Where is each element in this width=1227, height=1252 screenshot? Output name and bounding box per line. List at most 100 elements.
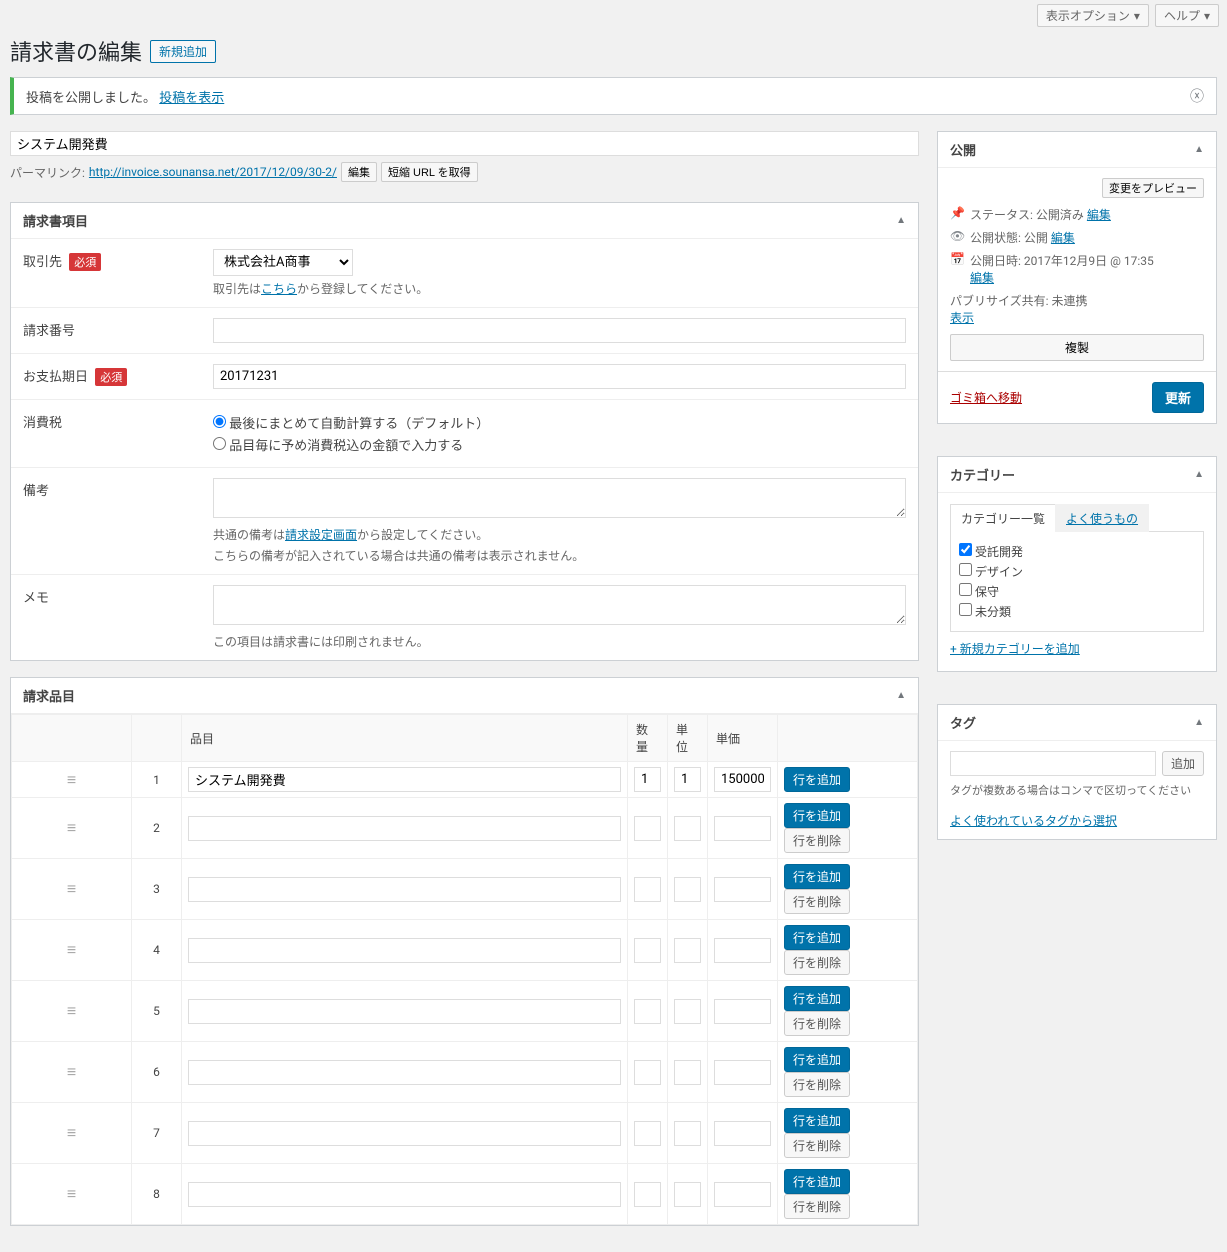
- drag-handle-icon[interactable]: ≡: [67, 1184, 76, 1203]
- item-price-input[interactable]: [714, 877, 771, 902]
- item-name-input[interactable]: [188, 877, 621, 902]
- drag-handle-icon[interactable]: ≡: [67, 1062, 76, 1081]
- categories-box-toggle[interactable]: カテゴリー ▲: [938, 457, 1216, 493]
- publish-box-toggle[interactable]: 公開 ▲: [938, 132, 1216, 168]
- drag-handle-icon[interactable]: ≡: [67, 818, 76, 837]
- permalink-url[interactable]: http://invoice.sounansa.net/2017/12/09/3…: [89, 165, 337, 179]
- category-item[interactable]: 保守: [959, 583, 1195, 600]
- notice-view-link[interactable]: 投稿を表示: [159, 91, 224, 106]
- add-row-button[interactable]: 行を追加: [784, 925, 850, 950]
- visibility-edit-link[interactable]: 編集: [1051, 231, 1075, 245]
- delete-row-button[interactable]: 行を削除: [784, 889, 850, 914]
- category-checkbox[interactable]: [959, 543, 972, 556]
- item-unit-input[interactable]: [674, 999, 701, 1024]
- drag-handle-icon[interactable]: ≡: [67, 1123, 76, 1142]
- add-tag-button[interactable]: 追加: [1162, 751, 1204, 776]
- tax-option-auto[interactable]: [213, 415, 226, 428]
- item-unit-input[interactable]: [674, 767, 701, 792]
- item-price-input[interactable]: [714, 999, 771, 1024]
- choose-popular-tags-link[interactable]: よく使われているタグから選択: [950, 814, 1117, 828]
- delete-row-button[interactable]: 行を削除: [784, 950, 850, 975]
- post-title-input[interactable]: [10, 131, 919, 156]
- tax-option-inclusive[interactable]: [213, 437, 226, 450]
- item-unit-input[interactable]: [674, 1060, 701, 1085]
- move-to-trash-link[interactable]: ゴミ箱へ移動: [950, 389, 1022, 406]
- category-item[interactable]: 受託開発: [959, 543, 1195, 560]
- item-price-input[interactable]: [714, 1121, 771, 1146]
- short-url-button[interactable]: 短縮 URL を取得: [381, 162, 478, 182]
- category-item[interactable]: デザイン: [959, 563, 1195, 580]
- add-row-button[interactable]: 行を追加: [784, 767, 850, 792]
- item-unit-input[interactable]: [674, 1182, 701, 1207]
- invoice-fields-toggle[interactable]: 請求書項目 ▲: [11, 203, 918, 239]
- item-name-input[interactable]: [188, 1182, 621, 1207]
- drag-handle-icon[interactable]: ≡: [67, 940, 76, 959]
- drag-handle-icon[interactable]: ≡: [67, 879, 76, 898]
- item-price-input[interactable]: [714, 938, 771, 963]
- datetime-edit-link[interactable]: 編集: [970, 271, 994, 285]
- item-qty-input[interactable]: [634, 877, 661, 902]
- add-row-button[interactable]: 行を追加: [784, 803, 850, 828]
- preview-button[interactable]: 変更をプレビュー: [1102, 178, 1204, 198]
- publicize-show-link[interactable]: 表示: [950, 311, 974, 325]
- item-name-input[interactable]: [188, 767, 621, 792]
- item-qty-input[interactable]: [634, 999, 661, 1024]
- item-name-input[interactable]: [188, 1121, 621, 1146]
- item-unit-input[interactable]: [674, 816, 701, 841]
- item-qty-input[interactable]: [634, 816, 661, 841]
- delete-row-button[interactable]: 行を削除: [784, 1194, 850, 1219]
- remarks-settings-link[interactable]: 請求設定画面: [285, 528, 357, 542]
- add-row-button[interactable]: 行を追加: [784, 1108, 850, 1133]
- add-row-button[interactable]: 行を追加: [784, 986, 850, 1011]
- status-edit-link[interactable]: 編集: [1087, 208, 1111, 222]
- category-checkbox[interactable]: [959, 583, 972, 596]
- item-qty-input[interactable]: [634, 767, 661, 792]
- update-button[interactable]: 更新: [1152, 382, 1204, 413]
- invoice-number-input[interactable]: [213, 318, 906, 343]
- duplicate-button[interactable]: 複製: [950, 334, 1204, 361]
- tags-box-toggle[interactable]: タグ ▲: [938, 705, 1216, 741]
- item-qty-input[interactable]: [634, 1182, 661, 1207]
- help-button[interactable]: ヘルプ ▾: [1155, 4, 1219, 27]
- category-tab-frequent[interactable]: よく使うもの: [1055, 504, 1149, 532]
- close-icon[interactable]: ⓧ: [1190, 86, 1204, 106]
- add-row-button[interactable]: 行を追加: [784, 1169, 850, 1194]
- category-tab-all[interactable]: カテゴリー一覧: [950, 504, 1056, 532]
- item-name-input[interactable]: [188, 816, 621, 841]
- delete-row-button[interactable]: 行を削除: [784, 1072, 850, 1097]
- client-select[interactable]: 株式会社A商事: [213, 249, 353, 276]
- add-row-button[interactable]: 行を追加: [784, 1047, 850, 1072]
- category-checkbox[interactable]: [959, 563, 972, 576]
- memo-textarea[interactable]: [213, 585, 906, 625]
- invoice-items-toggle[interactable]: 請求品目 ▲: [11, 678, 918, 714]
- item-qty-input[interactable]: [634, 1060, 661, 1085]
- item-name-input[interactable]: [188, 938, 621, 963]
- item-price-input[interactable]: [714, 816, 771, 841]
- delete-row-button[interactable]: 行を削除: [784, 1133, 850, 1158]
- item-price-input[interactable]: [714, 1182, 771, 1207]
- delete-row-button[interactable]: 行を削除: [784, 1011, 850, 1036]
- item-name-input[interactable]: [188, 999, 621, 1024]
- add-category-link[interactable]: + 新規カテゴリーを追加: [950, 640, 1204, 657]
- due-date-input[interactable]: [213, 364, 906, 389]
- permalink-edit-button[interactable]: 編集: [341, 162, 377, 182]
- remarks-textarea[interactable]: [213, 478, 906, 518]
- item-price-input[interactable]: [714, 767, 771, 792]
- drag-handle-icon[interactable]: ≡: [67, 770, 76, 789]
- screen-options-button[interactable]: 表示オプション ▾: [1037, 4, 1149, 27]
- item-name-input[interactable]: [188, 1060, 621, 1085]
- item-unit-input[interactable]: [674, 1121, 701, 1146]
- add-new-button[interactable]: 新規追加: [150, 40, 216, 63]
- item-unit-input[interactable]: [674, 877, 701, 902]
- delete-row-button[interactable]: 行を削除: [784, 828, 850, 853]
- tag-input[interactable]: [950, 751, 1156, 776]
- category-checkbox[interactable]: [959, 603, 972, 616]
- item-qty-input[interactable]: [634, 938, 661, 963]
- item-unit-input[interactable]: [674, 938, 701, 963]
- add-row-button[interactable]: 行を追加: [784, 864, 850, 889]
- client-register-link[interactable]: こちら: [261, 282, 297, 296]
- drag-handle-icon[interactable]: ≡: [67, 1001, 76, 1020]
- item-price-input[interactable]: [714, 1060, 771, 1085]
- category-item[interactable]: 未分類: [959, 603, 1195, 620]
- item-qty-input[interactable]: [634, 1121, 661, 1146]
